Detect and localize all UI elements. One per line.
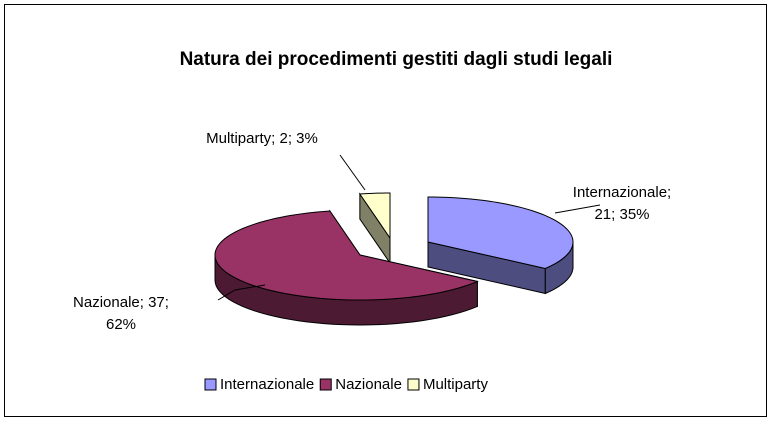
data-label: Nazionale; 37; 62%: [73, 294, 169, 333]
data-label: Multiparty; 2; 3%: [206, 130, 318, 147]
legend-swatch: [319, 378, 332, 391]
pie-slice: [214, 209, 479, 326]
legend-label: Multiparty: [423, 376, 489, 393]
pie-slice: [427, 196, 574, 295]
slice-top: [358, 192, 391, 240]
leader-line: [217, 284, 266, 301]
legend: Internazionale Nazionale Multiparty: [204, 376, 489, 393]
leader-line: [339, 154, 366, 191]
data-label: Internazionale; 21; 35%: [572, 184, 672, 223]
legend-swatch: [204, 378, 217, 391]
pie: [214, 192, 574, 326]
leader-line: [554, 204, 601, 214]
legend-label: Nazionale: [335, 376, 402, 393]
legend-swatch: [407, 378, 420, 391]
slice-top: [427, 196, 574, 269]
pie-slice: [358, 192, 391, 265]
chart-title: Natura dei procedimenti gestiti dagli st…: [180, 49, 613, 70]
slice-top: [214, 210, 479, 301]
legend-label: Internazionale: [220, 376, 314, 393]
